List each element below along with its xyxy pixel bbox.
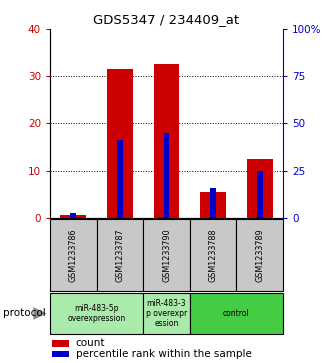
- Bar: [236, 219, 283, 291]
- Bar: [60, 215, 86, 218]
- Bar: [107, 69, 133, 218]
- Bar: [190, 293, 283, 334]
- Text: miR-483-5p
overexpression: miR-483-5p overexpression: [68, 304, 126, 323]
- Bar: [71, 213, 76, 218]
- Bar: [164, 133, 169, 218]
- Bar: [257, 171, 262, 218]
- Text: protocol: protocol: [3, 309, 46, 318]
- Bar: [117, 140, 123, 218]
- Bar: [50, 219, 97, 291]
- Bar: [154, 65, 179, 218]
- Text: GSM1233789: GSM1233789: [255, 228, 264, 282]
- Text: GSM1233790: GSM1233790: [162, 228, 171, 282]
- Polygon shape: [33, 307, 47, 320]
- Bar: [50, 293, 143, 334]
- Title: GDS5347 / 234409_at: GDS5347 / 234409_at: [94, 13, 239, 26]
- Bar: [200, 192, 226, 218]
- Bar: [52, 351, 69, 357]
- Text: GSM1233786: GSM1233786: [69, 228, 78, 282]
- Bar: [97, 219, 143, 291]
- Text: miR-483-3
p overexpr
ession: miR-483-3 p overexpr ession: [146, 298, 187, 329]
- Bar: [52, 340, 69, 347]
- Bar: [143, 219, 190, 291]
- Bar: [210, 188, 216, 218]
- Text: GSM1233787: GSM1233787: [115, 228, 125, 282]
- Bar: [247, 159, 272, 218]
- Bar: [143, 293, 190, 334]
- Text: count: count: [76, 338, 105, 348]
- Text: percentile rank within the sample: percentile rank within the sample: [76, 349, 251, 359]
- Bar: [190, 219, 236, 291]
- Text: control: control: [223, 309, 250, 318]
- Text: GSM1233788: GSM1233788: [208, 228, 218, 282]
